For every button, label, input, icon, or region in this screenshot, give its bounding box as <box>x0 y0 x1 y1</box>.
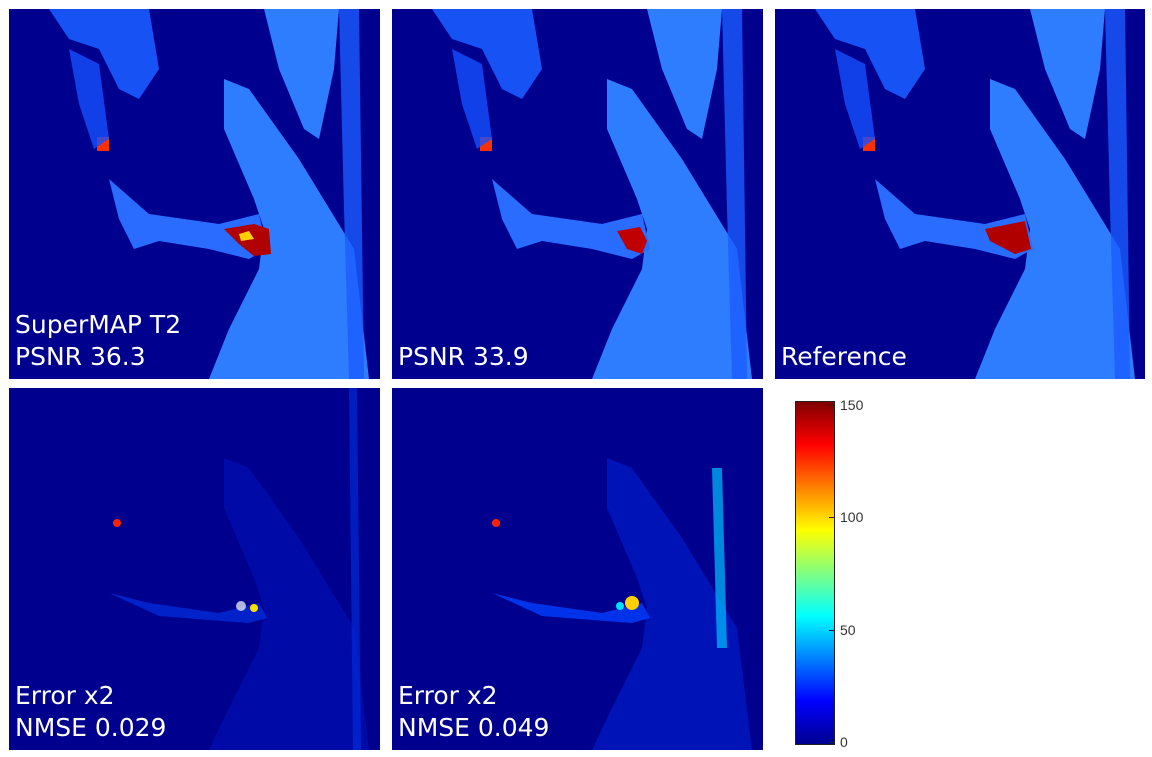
colorbar-tick-label: 150 <box>840 397 864 413</box>
error-map-image <box>392 388 763 750</box>
psnr-label: PSNR 36.3 <box>15 342 146 371</box>
colorbar-tick-label: 0 <box>840 734 848 750</box>
colorbar-tick <box>829 517 834 518</box>
panel-title: SuperMAP T2 <box>15 310 182 339</box>
colorbar-tick-label: 100 <box>840 509 864 525</box>
supermap-t2-map-panel: SuperMAP T2 PSNR 36.3 <box>9 9 380 379</box>
knee-t2-map-image <box>392 9 763 379</box>
supermap-error-map-panel: Error x2 NMSE 0.029 <box>9 388 380 750</box>
baseline-error-map-panel: Error x2 NMSE 0.049 <box>392 388 763 750</box>
colorbar-tick <box>829 742 834 743</box>
knee-t2-map-image <box>9 9 380 379</box>
panel-title: Error x2 <box>398 681 498 710</box>
error-map-image <box>9 388 380 750</box>
colorbar-tick <box>829 405 834 406</box>
colorbar <box>795 401 835 745</box>
baseline-t2-map-panel: PSNR 33.9 <box>392 9 763 379</box>
nmse-label: NMSE 0.029 <box>15 713 167 742</box>
knee-t2-map-image <box>775 9 1145 379</box>
nmse-label: NMSE 0.049 <box>398 713 550 742</box>
colorbar-tick <box>829 630 834 631</box>
panel-title: Error x2 <box>15 681 115 710</box>
colorbar-tick-label: 50 <box>840 622 856 638</box>
panel-title: Reference <box>781 342 907 371</box>
psnr-label: PSNR 33.9 <box>398 342 529 371</box>
reference-t2-map-panel: Reference <box>775 9 1145 379</box>
